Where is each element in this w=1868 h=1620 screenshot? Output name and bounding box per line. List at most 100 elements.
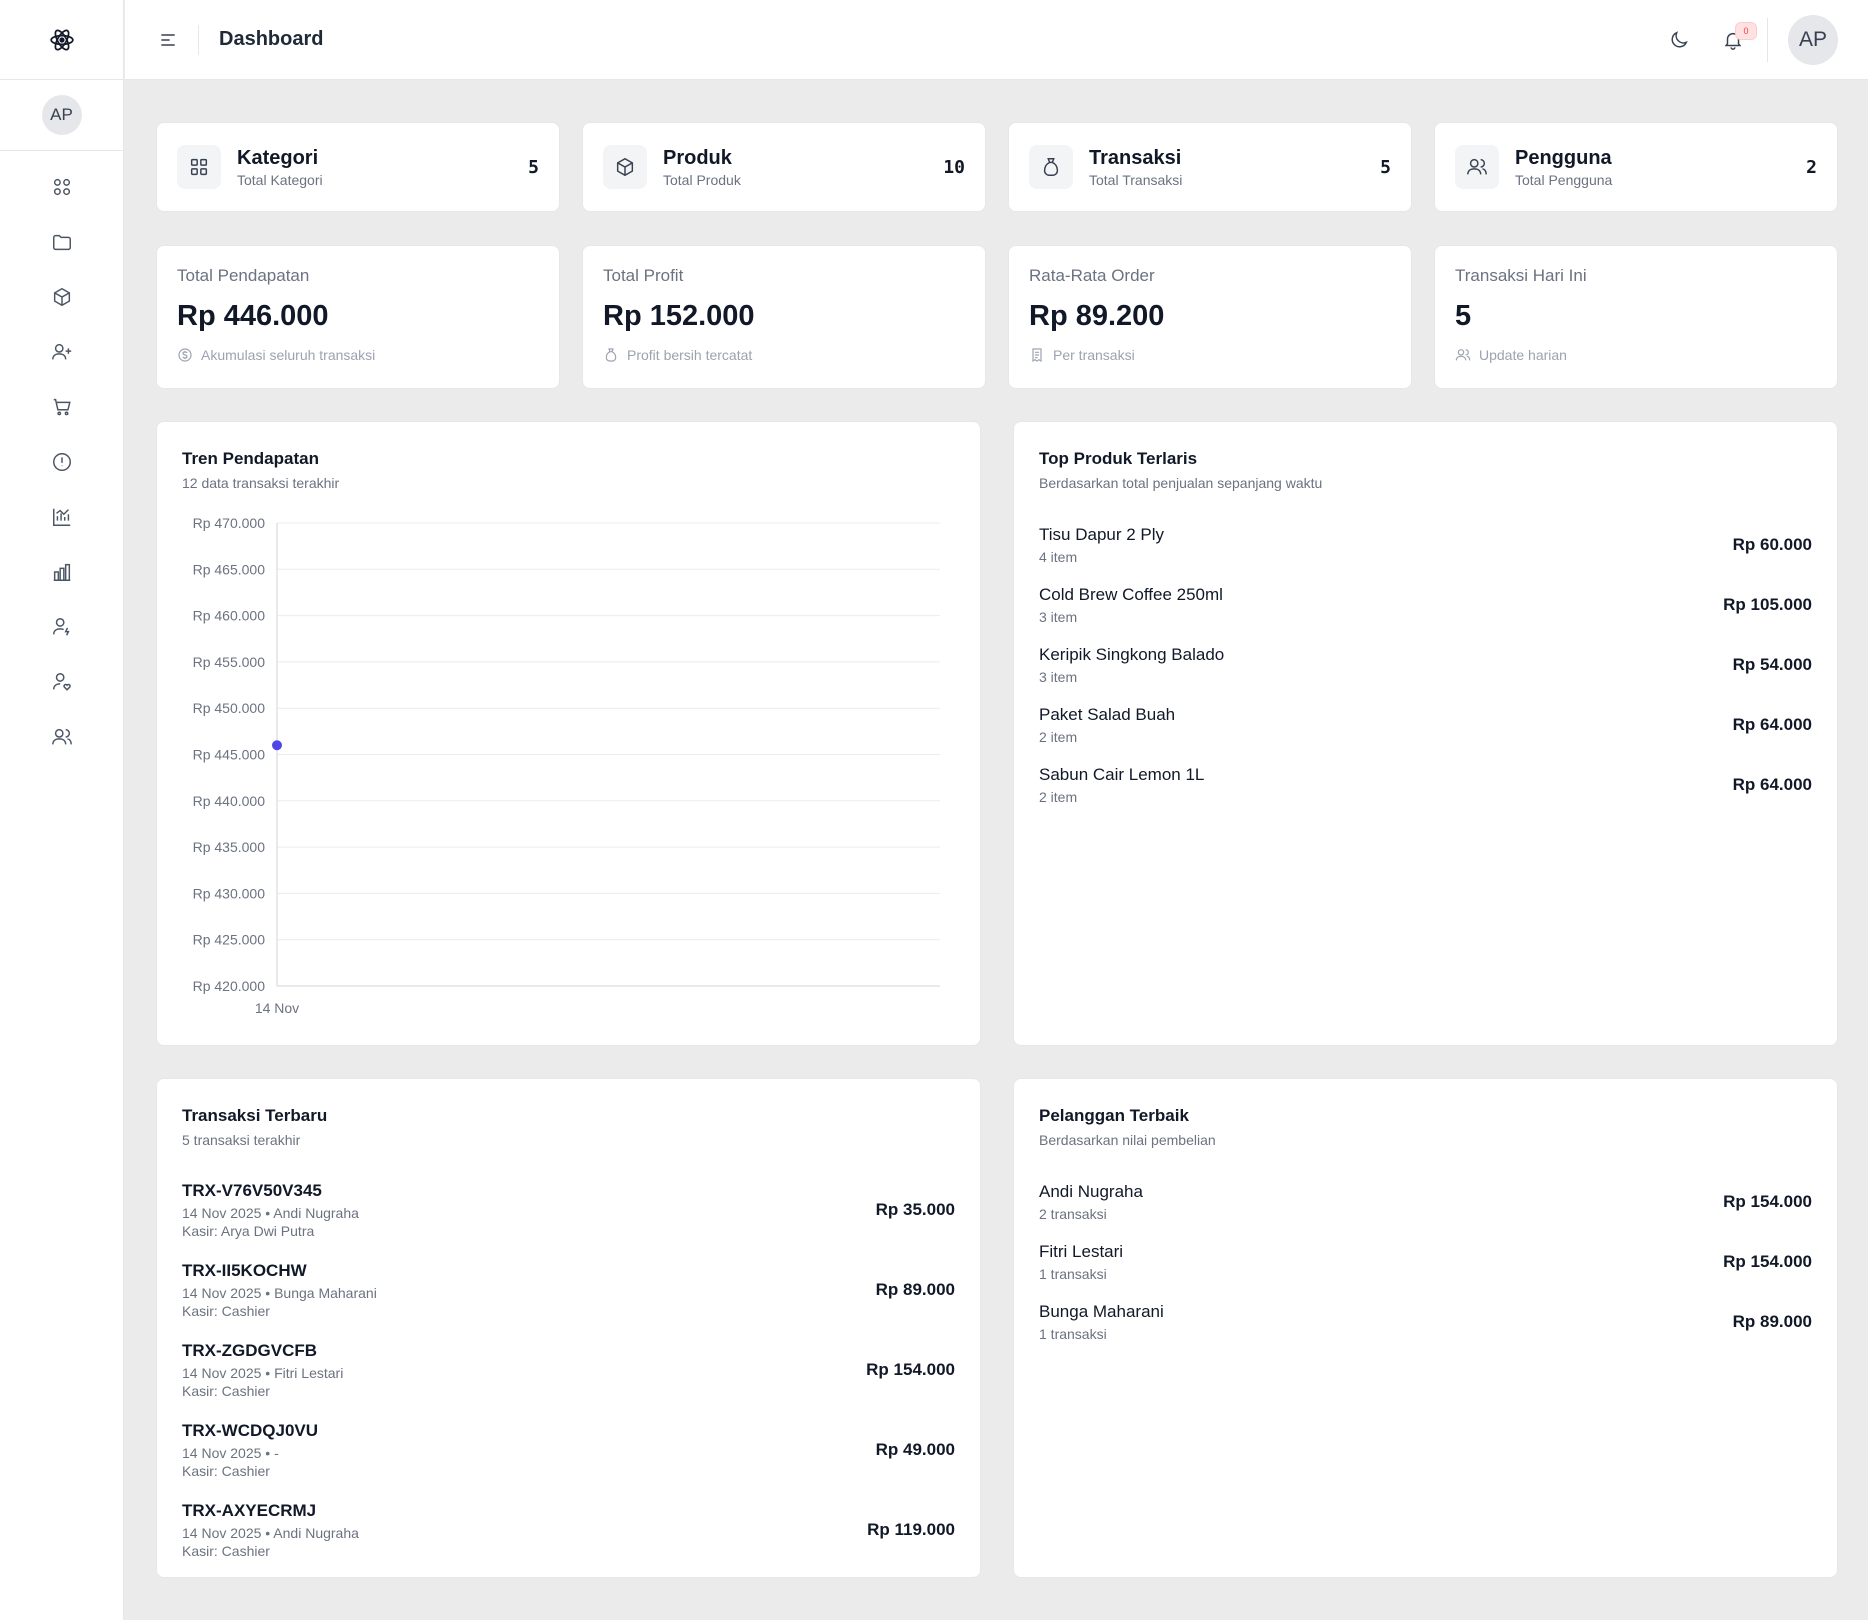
app-logo[interactable]	[0, 0, 123, 80]
table-row[interactable]: TRX-ZGDGVCFB 14 Nov 2025 • Fitri Lestari…	[182, 1330, 955, 1410]
panel-subtitle: Berdasarkan nilai pembelian	[1039, 1132, 1216, 1148]
table-row[interactable]: TRX-AXYECRMJ 14 Nov 2025 • Andi Nugraha …	[182, 1490, 955, 1570]
customer-name: Bunga Maharani	[1039, 1302, 1164, 1321]
users-icon	[51, 728, 72, 744]
sidebar-item-reports[interactable]	[0, 489, 123, 544]
avatar: AP	[41, 95, 82, 135]
customer-count: 1 transaksi	[1039, 1266, 1107, 1282]
table-row[interactable]: TRX-II5KOCHW 14 Nov 2025 • Bunga Maharan…	[182, 1250, 955, 1330]
atom-icon	[49, 29, 74, 50]
stat-card-kategori[interactable]: Kategori Total Kategori 5	[156, 122, 560, 212]
transaction-id: TRX-AXYECRMJ	[182, 1501, 317, 1520]
sidebar-item-dashboard[interactable]	[0, 159, 123, 214]
sidebar-item-add-user[interactable]	[0, 324, 123, 379]
y-tick-label: Rp 455.000	[193, 654, 266, 670]
sidebar-user[interactable]: AP	[0, 80, 123, 151]
transaction-meta: 14 Nov 2025 • Fitri Lestari	[182, 1365, 344, 1381]
transaction-meta: 14 Nov 2025 • Andi Nugraha	[182, 1205, 359, 1221]
product-name: Paket Salad Buah	[1039, 705, 1176, 724]
sidebar-item-categories[interactable]	[0, 214, 123, 269]
stat-count: 10	[943, 156, 965, 178]
stat-subtitle: Total Produk	[663, 172, 741, 188]
product-total: Rp 105.000	[1723, 595, 1812, 614]
stat-card-produk[interactable]: Produk Total Produk 10	[582, 122, 986, 212]
sidebar-item-cart[interactable]	[0, 379, 123, 434]
panel-subtitle: 5 transaksi terakhir	[182, 1132, 301, 1148]
top-products-panel: Top Produk Terlaris Berdasarkan total pe…	[1013, 421, 1838, 1046]
y-tick-label: Rp 440.000	[193, 793, 266, 809]
list-item: Sabun Cair Lemon 1L 2 item Rp 64.000	[1039, 755, 1812, 815]
stat-text: Kategori Total Kategori	[237, 146, 528, 188]
top-products-list: Tisu Dapur 2 Ply 4 item Rp 60.000 Cold B…	[1039, 515, 1812, 815]
customer-total: Rp 154.000	[1723, 1192, 1812, 1211]
revenue-trend-panel: Tren Pendapatan 12 data transaksi terakh…	[156, 421, 981, 1046]
transaction-info: TRX-V76V50V345 14 Nov 2025 • Andi Nugrah…	[182, 1181, 359, 1239]
transaction-info: TRX-II5KOCHW 14 Nov 2025 • Bunga Maharan…	[182, 1261, 377, 1319]
sidebar-item-users[interactable]	[0, 709, 123, 764]
stat-text: Pengguna Total Pengguna	[1515, 146, 1806, 188]
customer-info: Fitri Lestari 1 transaksi	[1039, 1242, 1123, 1282]
stat-title: Transaksi	[1089, 147, 1182, 169]
customer-name: Fitri Lestari	[1039, 1242, 1124, 1261]
panel-subtitle: 12 data transaksi terakhir	[182, 475, 340, 491]
grid-icon	[53, 178, 70, 195]
sidebar-item-info[interactable]	[0, 434, 123, 489]
stat-card-pengguna[interactable]: Pengguna Total Pengguna 2	[1434, 122, 1838, 212]
stat-count: 5	[528, 156, 539, 178]
metric-label: Total Profit	[603, 266, 684, 285]
notifications-button[interactable]: 0	[1713, 20, 1757, 60]
sidebar-item-user-favorites[interactable]	[0, 654, 123, 709]
customer-total: Rp 154.000	[1723, 1252, 1812, 1271]
y-tick-label: Rp 430.000	[193, 885, 266, 901]
transaction-info: TRX-WCDQJ0VU 14 Nov 2025 • - Kasir: Cash…	[182, 1421, 318, 1479]
page-title: Dashboard	[219, 28, 324, 50]
header-divider	[198, 24, 199, 55]
y-tick-label: Rp 450.000	[193, 700, 266, 716]
stat-text: Produk Total Produk	[663, 146, 943, 188]
list-item: Keripik Singkong Balado 3 item Rp 54.000	[1039, 635, 1812, 695]
metric-footnote-text: Akumulasi seluruh transaksi	[201, 347, 376, 363]
product-name: Sabun Cair Lemon 1L	[1039, 765, 1205, 784]
metric-card-total-profit: Total Profit Rp 152.000 Profit bersih te…	[582, 245, 986, 389]
y-tick-label: Rp 435.000	[193, 839, 266, 855]
metric-footnote-text: Per transaksi	[1053, 347, 1135, 363]
sidebar-item-products[interactable]	[0, 269, 123, 324]
header-actions: 0 AP	[1659, 0, 1868, 80]
product-qty: 4 item	[1039, 549, 1078, 565]
y-tick-label: Rp 420.000	[193, 978, 266, 994]
stat-title: Kategori	[237, 147, 319, 169]
transaction-id: TRX-WCDQJ0VU	[182, 1421, 319, 1440]
customer-total: Rp 89.000	[1732, 1312, 1812, 1331]
metric-label: Transaksi Hari Ini	[1455, 266, 1587, 285]
y-tick-label: Rp 425.000	[193, 932, 266, 948]
transaction-total: Rp 35.000	[875, 1200, 955, 1219]
stat-icon-wrap	[603, 145, 647, 189]
menu-toggle-button[interactable]	[138, 0, 198, 80]
list-item-info: Tisu Dapur 2 Ply 4 item	[1039, 525, 1164, 565]
product-qty: 3 item	[1039, 609, 1078, 625]
box-icon	[53, 287, 70, 306]
stat-card-transaksi[interactable]: Transaksi Total Transaksi 5	[1008, 122, 1412, 212]
transaction-info: TRX-AXYECRMJ 14 Nov 2025 • Andi Nugraha …	[182, 1501, 359, 1559]
menu-icon	[161, 33, 175, 46]
metric-footnote: Profit bersih tercatat	[603, 347, 965, 363]
transaction-cashier: Kasir: Cashier	[182, 1303, 270, 1319]
top-header: Dashboard 0 AP	[125, 0, 1868, 80]
y-tick-label: Rp 445.000	[193, 747, 266, 763]
bar-chart-icon	[53, 563, 70, 581]
panel-title: Pelanggan Terbaik	[1039, 1106, 1189, 1125]
list-item: Paket Salad Buah 2 item Rp 64.000	[1039, 695, 1812, 755]
table-row[interactable]: TRX-WCDQJ0VU 14 Nov 2025 • - Kasir: Cash…	[182, 1410, 955, 1490]
theme-toggle-button[interactable]	[1659, 20, 1699, 60]
sidebar-item-user-activity[interactable]	[0, 599, 123, 654]
transaction-total: Rp 89.000	[875, 1280, 955, 1299]
user-avatar-button[interactable]: AP	[1788, 15, 1838, 65]
money-bag-icon	[1043, 158, 1059, 176]
table-row[interactable]: TRX-V76V50V345 14 Nov 2025 • Andi Nugrah…	[182, 1170, 955, 1250]
list-item-info: Sabun Cair Lemon 1L 2 item	[1039, 765, 1204, 805]
chart-up-icon	[52, 508, 70, 526]
list-item-info: Cold Brew Coffee 250ml 3 item	[1039, 585, 1223, 625]
data-point	[272, 740, 282, 751]
customer-count: 2 transaksi	[1039, 1206, 1107, 1222]
sidebar-item-analytics[interactable]	[0, 544, 123, 599]
